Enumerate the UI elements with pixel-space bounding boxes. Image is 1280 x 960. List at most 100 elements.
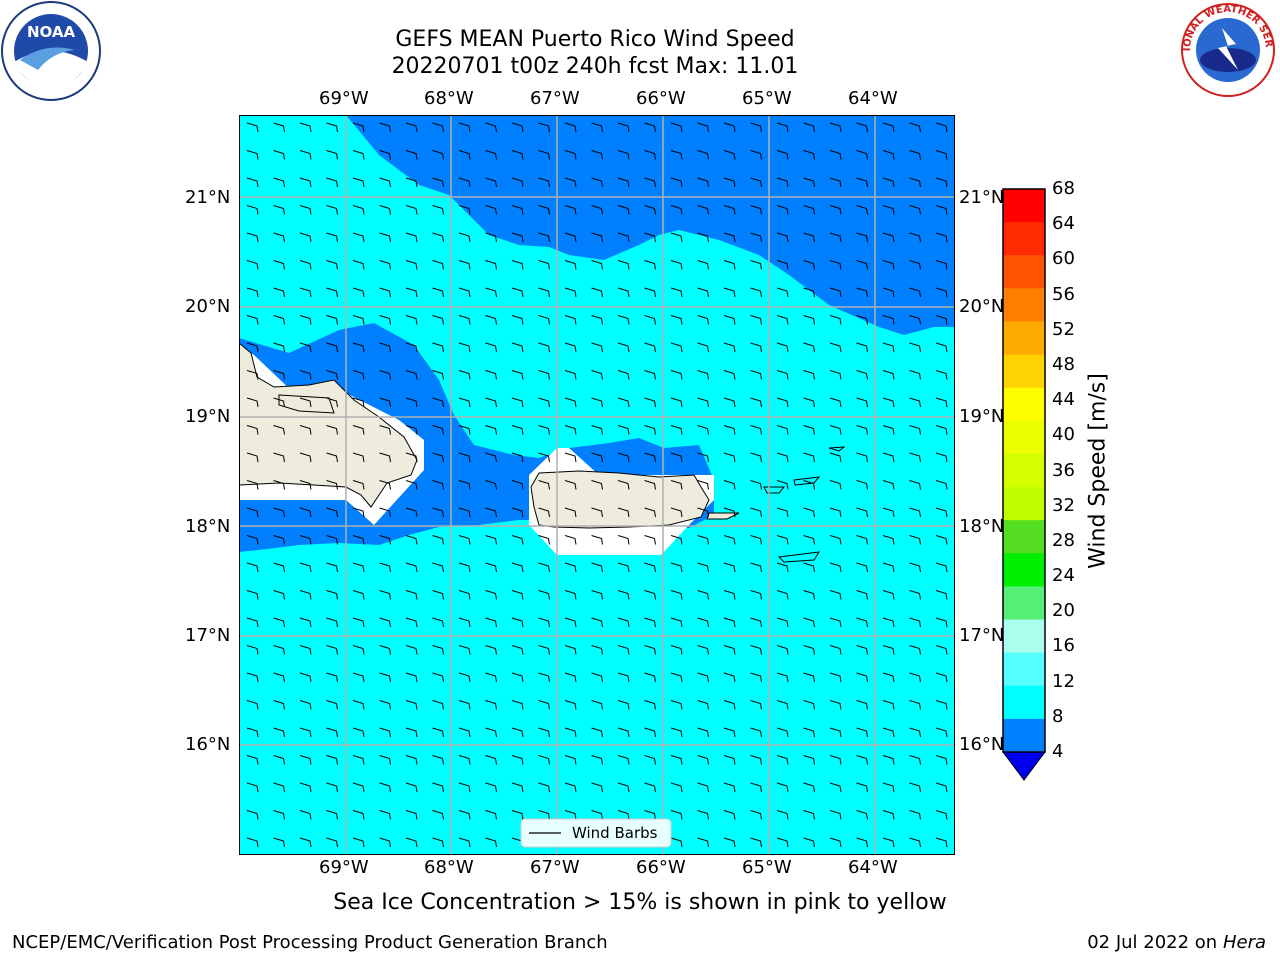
- wind-barb: [591, 480, 603, 490]
- wind-barb: [432, 205, 444, 215]
- footer-branch: NCEP/EMC/Verification Post Processing Pr…: [12, 932, 608, 953]
- wind-barb: [776, 562, 789, 573]
- wind-barb: [723, 342, 736, 353]
- wind-barb: [485, 150, 497, 160]
- wind-barb: [458, 315, 471, 325]
- wind-barb: [299, 425, 312, 435]
- wind-barb: [882, 837, 895, 848]
- wind-barb: [935, 837, 948, 848]
- wind-barb: [882, 480, 895, 490]
- wind-barb: [432, 755, 444, 765]
- wind-barb: [458, 507, 471, 518]
- wind-barb: [776, 177, 789, 188]
- wind-barb: [511, 122, 524, 133]
- wind-barb: [405, 535, 418, 545]
- colorbar-tick-label: 36: [1052, 459, 1075, 481]
- wind-barb: [803, 342, 815, 353]
- lat-label-right: 18°N: [959, 516, 1005, 537]
- wind-barb: [458, 727, 471, 738]
- wind-barb: [299, 177, 312, 188]
- wind-barb: [935, 260, 948, 270]
- wind-barb: [750, 782, 762, 793]
- wind-barb: [564, 507, 577, 518]
- wind-barb: [485, 370, 497, 380]
- wind-barb: [405, 122, 418, 133]
- wind-barb: [697, 425, 709, 435]
- wind-barb: [882, 507, 895, 518]
- wind-barb: [405, 507, 418, 518]
- wind-barb: [697, 150, 709, 160]
- wind-barb: [511, 177, 524, 188]
- wind-barb: [697, 260, 709, 270]
- wind-barb: [723, 727, 736, 738]
- wind-barb: [246, 480, 259, 490]
- wind-barb: [935, 672, 948, 683]
- wind-barb: [856, 782, 868, 793]
- wind-barb: [882, 782, 895, 793]
- wind-barb: [485, 727, 497, 738]
- wind-barb: [697, 177, 709, 188]
- wind-barb: [432, 232, 444, 243]
- wind-barb: [697, 232, 709, 243]
- wind-barb: [246, 315, 259, 325]
- wind-barb: [856, 507, 868, 518]
- wind-barb: [273, 232, 285, 243]
- wind-barb: [882, 315, 895, 325]
- wind-barb: [670, 727, 683, 738]
- wind-barb: [644, 590, 656, 600]
- wind-barb: [750, 810, 762, 820]
- wind-barb: [299, 232, 312, 243]
- wind-barb: [564, 590, 577, 600]
- wind-barb: [405, 700, 418, 710]
- wind-barb: [352, 562, 365, 573]
- wind-barb: [935, 370, 948, 380]
- wind-barb: [909, 755, 921, 765]
- wind-barb: [750, 342, 762, 353]
- wind-barb: [352, 425, 365, 435]
- wind-barb: [432, 727, 444, 738]
- wind-barb: [723, 425, 736, 435]
- wind-barb: [803, 480, 815, 490]
- wind-barb: [909, 342, 921, 353]
- wind-barb: [856, 755, 868, 765]
- wind-barb: [750, 177, 762, 188]
- wind-barb: [935, 507, 948, 518]
- wind-barb: [538, 122, 550, 133]
- wind-barb: [326, 755, 338, 765]
- wind-barb: [326, 700, 338, 710]
- wind-barb: [246, 700, 259, 710]
- wind-barb: [405, 810, 418, 820]
- wind-barb: [803, 315, 815, 325]
- wind-barb: [909, 480, 921, 490]
- wind-barb: [723, 177, 736, 188]
- wind-barb: [882, 452, 895, 463]
- wind-barb: [432, 700, 444, 710]
- wind-barb: [644, 342, 656, 353]
- wind-barb: [564, 205, 577, 215]
- wind-barb: [935, 535, 948, 545]
- lat-label-right: 21°N: [959, 187, 1005, 208]
- wind-barb: [697, 535, 709, 545]
- wind-barb: [326, 727, 338, 738]
- colorbar-segment: [1003, 387, 1045, 422]
- wind-barb: [803, 755, 815, 765]
- wind-barb: [511, 617, 524, 628]
- wind-barb: [776, 480, 789, 490]
- wind-barb: [644, 150, 656, 160]
- wind-barb: [352, 480, 365, 490]
- wind-barb: [750, 205, 762, 215]
- wind-barb: [776, 205, 789, 215]
- wind-barb: [776, 122, 789, 133]
- lat-label-right: 16°N: [959, 734, 1005, 755]
- lon-label-bottom: 65°W: [742, 857, 792, 878]
- wind-barb: [856, 425, 868, 435]
- wind-barb: [776, 755, 789, 765]
- wind-barb: [511, 562, 524, 573]
- wind-barb: [379, 177, 391, 188]
- wind-barb: [856, 837, 868, 848]
- lat-label-left: 19°N: [185, 406, 231, 427]
- lon-label-top: 65°W: [742, 88, 792, 109]
- wind-barb: [803, 287, 815, 298]
- wind-barb: [299, 370, 312, 380]
- lon-label-bottom: 68°W: [424, 857, 474, 878]
